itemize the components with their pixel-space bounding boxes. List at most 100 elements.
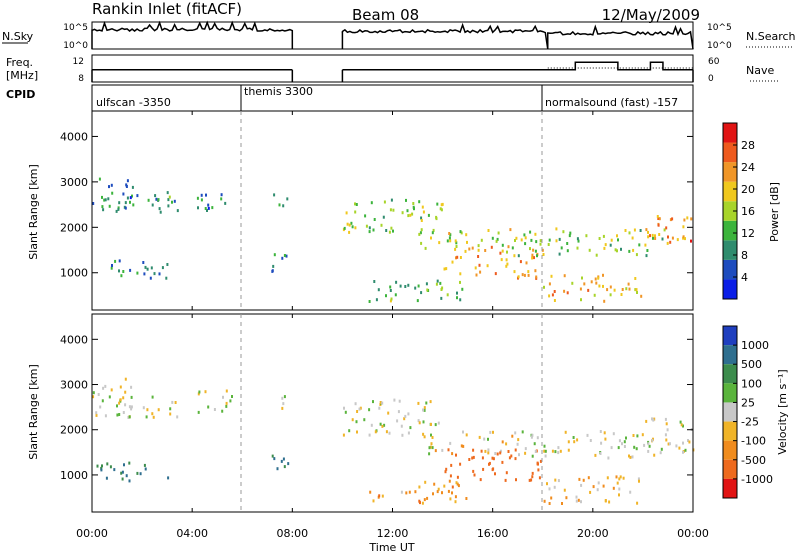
power-cell: [206, 209, 208, 212]
power-cell: [602, 234, 605, 238]
velocity-cell: [628, 454, 630, 458]
velocity-cell: [665, 438, 668, 442]
power-cell: [411, 212, 414, 216]
power-cell: [524, 242, 527, 246]
velocity-cell: [653, 453, 656, 457]
power-cell: [527, 273, 530, 277]
velocity-cell: [229, 399, 232, 403]
velocity-cell: [447, 489, 450, 493]
velocity-cell: [167, 476, 170, 480]
freq-traces: [91, 61, 694, 82]
power-cell: [416, 299, 419, 303]
power-cell: [118, 201, 121, 205]
velocity-cell: [273, 457, 276, 461]
power-cell: [585, 234, 588, 238]
velocity-cell: [400, 490, 403, 494]
velocity-cell: [629, 455, 632, 459]
power-cell: [682, 235, 685, 239]
velocity-cell: [510, 454, 513, 458]
power-cell: [389, 208, 392, 212]
power-cell: [513, 270, 516, 274]
velocity-cell: [554, 478, 557, 482]
power-cell: [204, 207, 207, 210]
power-cell: [569, 231, 572, 235]
velocity-cell: [530, 478, 533, 482]
power-cell: [669, 240, 672, 244]
velocity-cell: [563, 488, 566, 492]
power-cell: [427, 213, 430, 217]
power-cell: [506, 262, 509, 266]
velocity-cell: [403, 417, 406, 421]
velocity-cell: [450, 463, 453, 467]
velocity-cell: [423, 406, 426, 410]
power-cell: [579, 287, 582, 291]
power-cell: [663, 228, 666, 232]
velocity-cell: [100, 468, 103, 472]
velocity-cell: [557, 479, 560, 483]
velocity-cell: [647, 442, 650, 446]
velocity-cell: [641, 433, 644, 437]
power-colorbar-swatch: [723, 181, 737, 202]
velocity-cell: [385, 430, 388, 434]
power-cell: [507, 245, 510, 249]
power-cell: [523, 273, 526, 277]
velocity-cell: [124, 377, 127, 381]
power-cell: [464, 249, 467, 253]
power-cell: [486, 264, 489, 268]
power-cell: [531, 253, 534, 257]
velocity-cell: [355, 420, 358, 424]
velocity-cell: [433, 482, 436, 486]
power-cell: [531, 256, 534, 260]
power-cell: [532, 248, 535, 252]
power-cell: [345, 211, 348, 215]
power-cell: [604, 243, 607, 247]
velocity-cell: [97, 393, 100, 396]
velocity-cell: [106, 462, 109, 466]
velocity-cell: [197, 392, 200, 396]
velocity-cell: [143, 463, 146, 467]
power-cell: [566, 291, 569, 295]
x-tick-label: 16:00: [477, 527, 509, 540]
power-cell: [382, 215, 385, 219]
velocity-cell: [400, 424, 403, 428]
velocity-cell: [139, 472, 142, 476]
power-cell: [389, 285, 392, 289]
power-cell: [638, 243, 641, 247]
velocity-cell: [496, 452, 499, 456]
velocity-cell: [575, 495, 578, 499]
velocity-cell: [109, 465, 112, 469]
velocity-cell: [130, 405, 133, 409]
velocity-cell: [287, 462, 290, 466]
power-cell: [628, 249, 631, 253]
velocity-cell: [169, 407, 172, 411]
velocity-cell: [119, 385, 122, 389]
velocity-cell: [491, 468, 494, 472]
power-y-tick-label: 2000: [60, 221, 88, 234]
velocity-cell: [632, 434, 635, 437]
power-cell: [588, 248, 591, 252]
velocity-cell: [363, 418, 366, 422]
velocity-cell: [664, 433, 667, 437]
power-cell: [449, 239, 452, 243]
velocity-cell: [637, 477, 640, 481]
velocity-cell: [444, 470, 447, 474]
velocity-cell: [455, 481, 458, 485]
velocity-cell: [618, 477, 621, 481]
power-cell: [158, 272, 161, 276]
power-cell: [495, 239, 498, 243]
velocity-cell: [534, 450, 537, 453]
power-cell: [620, 293, 623, 296]
power-cell: [631, 236, 634, 240]
velocity-cell: [388, 431, 391, 435]
velocity-cell: [457, 484, 460, 488]
velocity-cell: [397, 410, 400, 414]
power-cell: [173, 199, 176, 203]
velocity-cell: [531, 471, 534, 475]
power-cell: [446, 293, 449, 297]
velocity-cell: [144, 467, 147, 471]
power-cell: [471, 246, 474, 250]
power-cell: [413, 207, 415, 211]
velocity-cell: [122, 411, 125, 414]
power-cell: [509, 228, 512, 232]
velocity-cell: [472, 448, 475, 452]
